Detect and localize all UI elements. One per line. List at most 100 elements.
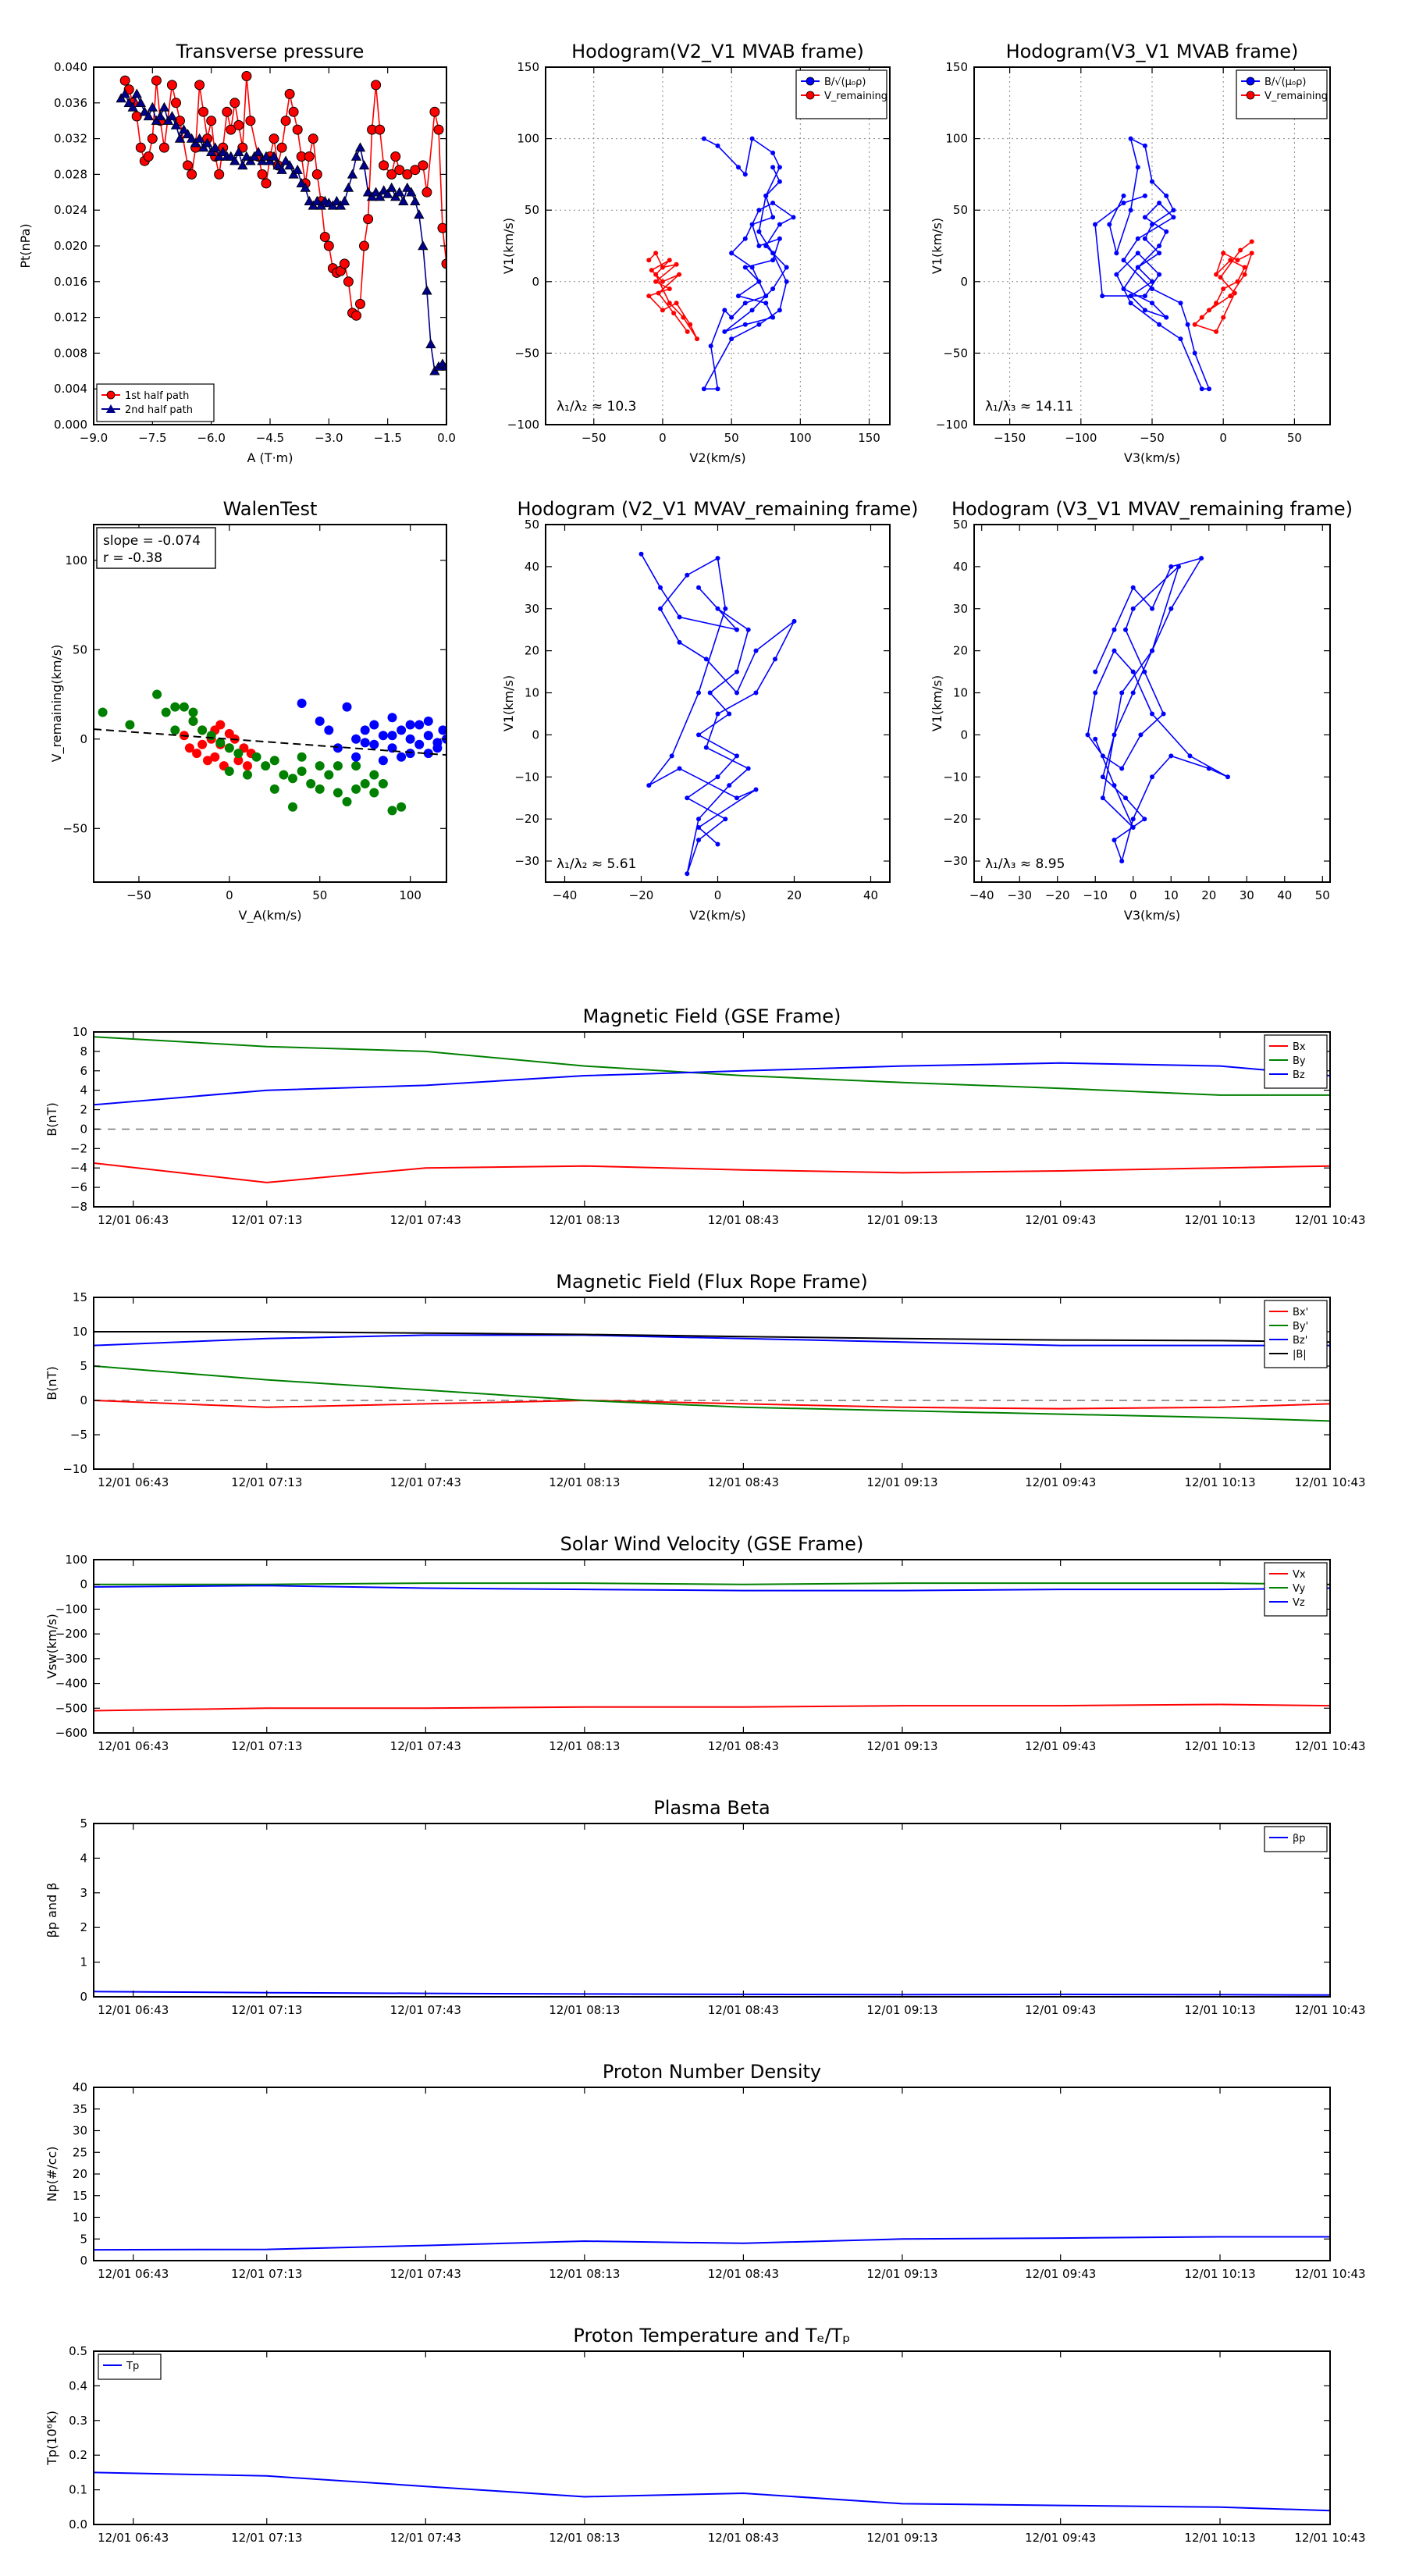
x-tick-label: 12/01 10:43 <box>1294 2267 1365 2281</box>
data-point-1st-half <box>433 124 444 135</box>
legend-box <box>1264 1826 1328 1852</box>
data-point-v <box>1142 669 1147 674</box>
data-point-b <box>749 308 755 313</box>
data-point-triangle <box>226 151 237 161</box>
data-point-1st-half <box>269 133 279 144</box>
plot-frame <box>93 2087 1331 2261</box>
y-tick-label: 0.004 <box>54 382 87 396</box>
plot-frame <box>93 524 447 883</box>
data-point-v <box>1130 825 1136 830</box>
data-point-1st-half <box>323 240 334 251</box>
y-tick-label: 0 <box>80 1578 87 1592</box>
data-point-triangle <box>414 209 425 219</box>
data-point-triangle <box>311 195 322 205</box>
plot-data <box>1085 556 1230 864</box>
legend-label: Tp <box>126 2361 139 2372</box>
legend-marker <box>1246 91 1255 100</box>
x-axis-label: V2(km/s) <box>689 908 745 923</box>
panel-h1: −50 0 50 100 150 −100 −50 0 50 100 150 Hodogram(V2_… <box>501 41 891 465</box>
x-tick-label: 12/01 07:13 <box>231 2003 302 2017</box>
x-tick-label: 12/01 09:13 <box>866 2531 937 2545</box>
data-point-b <box>1150 222 1154 227</box>
data-point-v <box>696 825 701 830</box>
data-point-v <box>660 265 665 270</box>
y-tick-label: 15 <box>73 1290 87 1304</box>
plot-data <box>94 1991 1330 1996</box>
data-point-v <box>1130 585 1136 590</box>
data-point-v <box>1130 606 1136 611</box>
data-point-triangle <box>182 129 194 139</box>
series-line-v <box>1087 557 1229 863</box>
series-line-Vz <box>94 1585 1330 1592</box>
x-tick-label: 12/01 10:13 <box>1184 1475 1255 1489</box>
data-point-v <box>1112 838 1117 843</box>
data-point-1st-half <box>261 178 272 189</box>
data-point-v <box>649 268 654 273</box>
x-tick-label: 30 <box>1240 888 1254 902</box>
data-point-triangle <box>339 195 350 205</box>
data-point-b <box>729 336 735 342</box>
y-tick-label: 4 <box>80 1083 87 1098</box>
x-tick-label: 12/01 10:13 <box>1184 2531 1255 2545</box>
data-point-b <box>777 222 782 227</box>
walen-point-blue <box>423 731 433 741</box>
walen-point-red <box>233 756 244 766</box>
data-point-v <box>1235 279 1240 284</box>
data-point-v <box>1221 251 1226 256</box>
data-point-b <box>763 301 769 306</box>
x-tick-label: 0 <box>714 888 722 902</box>
walen-point-green <box>279 770 289 780</box>
walen-point-green <box>288 802 297 812</box>
x-tick-label: 12/01 08:43 <box>708 1213 779 1227</box>
x-tick-label: 12/01 10:13 <box>1184 2003 1255 2017</box>
x-axis-label: V3(km/s) <box>1124 908 1180 923</box>
walen-point-blue <box>432 743 443 753</box>
data-point-triangle <box>237 160 248 170</box>
legend-label: Vy <box>1293 1583 1306 1595</box>
data-point-v <box>677 766 682 771</box>
data-point-triangle <box>233 146 244 156</box>
data-point-v <box>1150 606 1154 611</box>
y-tick-label: 0.5 <box>69 2344 87 2358</box>
walen-point-green <box>369 770 379 780</box>
walen-point-green <box>333 788 343 798</box>
y-tick-label: 0.000 <box>54 418 87 432</box>
x-tick-label: 12/01 07:43 <box>390 1475 461 1489</box>
legend-label: B/√(μ₀ρ) <box>1264 76 1306 88</box>
data-point-v <box>703 656 709 662</box>
data-point-v <box>1100 774 1105 780</box>
x-tick-label: −20 <box>629 888 654 902</box>
x-tick-label: 12/01 09:13 <box>866 1213 937 1227</box>
x-tick-label: 100 <box>399 888 422 902</box>
walen-point-blue <box>324 725 334 735</box>
data-point-b <box>1135 251 1140 256</box>
data-point-triangle <box>123 97 134 108</box>
y-axis-label: Np(#/cc) <box>44 2147 59 2202</box>
data-point-b <box>770 150 776 155</box>
y-tick-label: 0.008 <box>54 346 87 360</box>
x-tick-label: −50 <box>582 431 606 445</box>
walen-point-blue <box>315 716 325 726</box>
data-point-triangle <box>350 151 362 161</box>
legend-label: 1st half path <box>125 390 189 402</box>
data-point-1st-half <box>166 80 177 91</box>
y-tick-label: 50 <box>953 203 968 217</box>
plot-frame <box>93 66 447 425</box>
legend-box <box>1264 1034 1328 1089</box>
x-tick-label: 20 <box>1201 888 1216 902</box>
walen-point-green <box>215 738 226 748</box>
data-point-b <box>770 315 776 320</box>
walen-point-green <box>243 770 252 780</box>
data-point-1st-half <box>214 169 225 180</box>
x-tick-label: 12/01 08:13 <box>549 2531 620 2545</box>
data-point-v <box>1249 251 1254 256</box>
x-tick-label: 0.0 <box>437 431 456 445</box>
walen-point-green <box>170 725 180 735</box>
x-tick-label: 20 <box>787 888 802 902</box>
legend-label: V_remaining <box>1264 91 1328 102</box>
y-tick-label: 20 <box>525 644 539 658</box>
data-point-1st-half <box>288 106 299 117</box>
data-point-v <box>667 258 672 263</box>
x-tick-label: −40 <box>553 888 578 902</box>
x-tick-label: −50 <box>126 888 151 902</box>
